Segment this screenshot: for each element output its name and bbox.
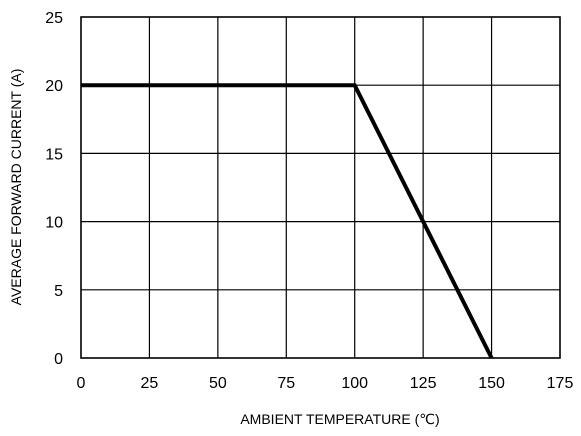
y-tick-labels: 0 5 10 15 20 25 (45, 10, 63, 368)
y-tick-label: 25 (45, 10, 63, 27)
x-tick-label: 25 (141, 375, 159, 392)
series-group (81, 83, 494, 359)
x-tick-label: 125 (410, 375, 437, 392)
x-axis-title: AMBIENT TEMPERATURE (℃) (240, 411, 439, 427)
x-tick-label: 175 (547, 375, 574, 392)
y-tick-label: 20 (45, 78, 63, 95)
series-line-0 (81, 83, 494, 359)
x-tick-label: 150 (478, 375, 505, 392)
grid (81, 17, 560, 358)
plot-frame (80, 16, 561, 359)
y-tick-label: 0 (54, 351, 63, 368)
x-tick-label: 0 (77, 375, 86, 392)
y-tick-label: 5 (54, 283, 63, 300)
x-tick-label: 75 (277, 375, 295, 392)
y-tick-label: 15 (45, 146, 63, 163)
y-tick-label: 10 (45, 215, 63, 232)
plot-border (80, 16, 561, 359)
x-tick-label: 100 (341, 375, 368, 392)
x-tick-label: 50 (209, 375, 227, 392)
x-tick-labels: 0 25 50 75 100 125 150 175 (77, 375, 574, 392)
y-axis-title: AVERAGE FORWARD CURRENT (A) (8, 69, 24, 306)
